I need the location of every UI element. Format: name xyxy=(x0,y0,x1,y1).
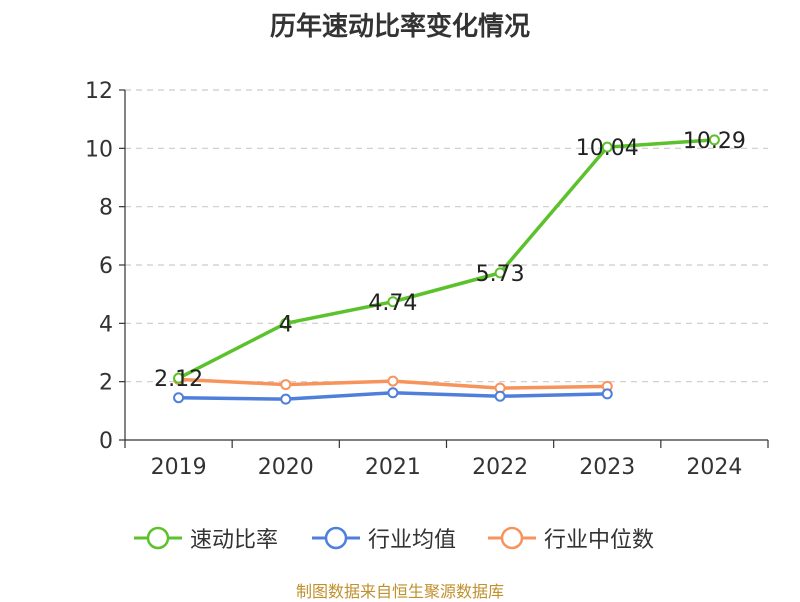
data-point xyxy=(601,141,613,153)
x-tick-label-2022: 2022 xyxy=(472,455,528,480)
gridlines xyxy=(125,89,768,383)
legend-swatch-icon xyxy=(488,526,536,550)
data-label: 2.12 xyxy=(154,367,203,392)
legend-label: 行业中位数 xyxy=(544,528,655,553)
y-tick-label: 6 xyxy=(99,254,113,279)
y-tick-label: 0 xyxy=(99,429,113,454)
y-tick-label: 2 xyxy=(99,371,113,396)
data-label: 4.74 xyxy=(368,291,417,316)
data-label: 5.73 xyxy=(476,262,525,287)
x-tick-label-2023: 2023 xyxy=(579,455,635,480)
data-point xyxy=(280,379,292,391)
legend-swatch-icon xyxy=(312,526,360,550)
x-tick-label-2021: 2021 xyxy=(365,455,421,480)
data-label: 10.29 xyxy=(683,129,746,154)
chart-title: 历年速动比率变化情况 xyxy=(269,12,530,42)
legend-item-1[interactable]: 行业均值 xyxy=(312,518,456,558)
legend-label: 速动比率 xyxy=(190,528,279,553)
data-point xyxy=(708,134,720,146)
data-label: 4 xyxy=(279,312,293,337)
source-footer: 制图数据来自恒生聚源数据库 xyxy=(295,582,504,601)
legend: 速动比率 行业均值 行业中位数 xyxy=(0,518,800,558)
data-point xyxy=(387,387,399,399)
data-point xyxy=(387,296,399,308)
x-tick-label-2024: 2024 xyxy=(686,455,742,480)
legend-swatch-icon xyxy=(134,526,182,550)
data-point xyxy=(173,392,185,404)
axes: 0 2 4 6 8 10 12 2019 2020 2021 2022 2023 2024 xyxy=(85,79,769,480)
legend-item-2[interactable]: 行业中位数 xyxy=(488,518,654,558)
x-tick-label-2020: 2020 xyxy=(258,455,314,480)
data-label: 10.04 xyxy=(576,136,639,161)
data-point xyxy=(173,372,185,384)
legend-item-0[interactable]: 速动比率 xyxy=(134,518,278,558)
legend-label: 行业均值 xyxy=(368,528,457,553)
data-point xyxy=(601,388,613,400)
data-point xyxy=(494,390,506,402)
data-point xyxy=(280,317,292,329)
x-tick-label-2019: 2019 xyxy=(151,455,207,480)
series-line-0 xyxy=(177,138,715,380)
y-tick-label: 8 xyxy=(99,196,113,221)
data-point xyxy=(280,393,292,405)
data-point xyxy=(494,267,506,279)
y-tick-label: 10 xyxy=(85,137,113,162)
data-labels: 2.12 4 4.74 5.73 10.04 10.29 xyxy=(154,129,746,392)
y-tick-label: 12 xyxy=(85,79,113,104)
y-tick-label: 4 xyxy=(99,312,113,337)
data-point xyxy=(387,375,399,387)
series-lines xyxy=(173,134,720,405)
